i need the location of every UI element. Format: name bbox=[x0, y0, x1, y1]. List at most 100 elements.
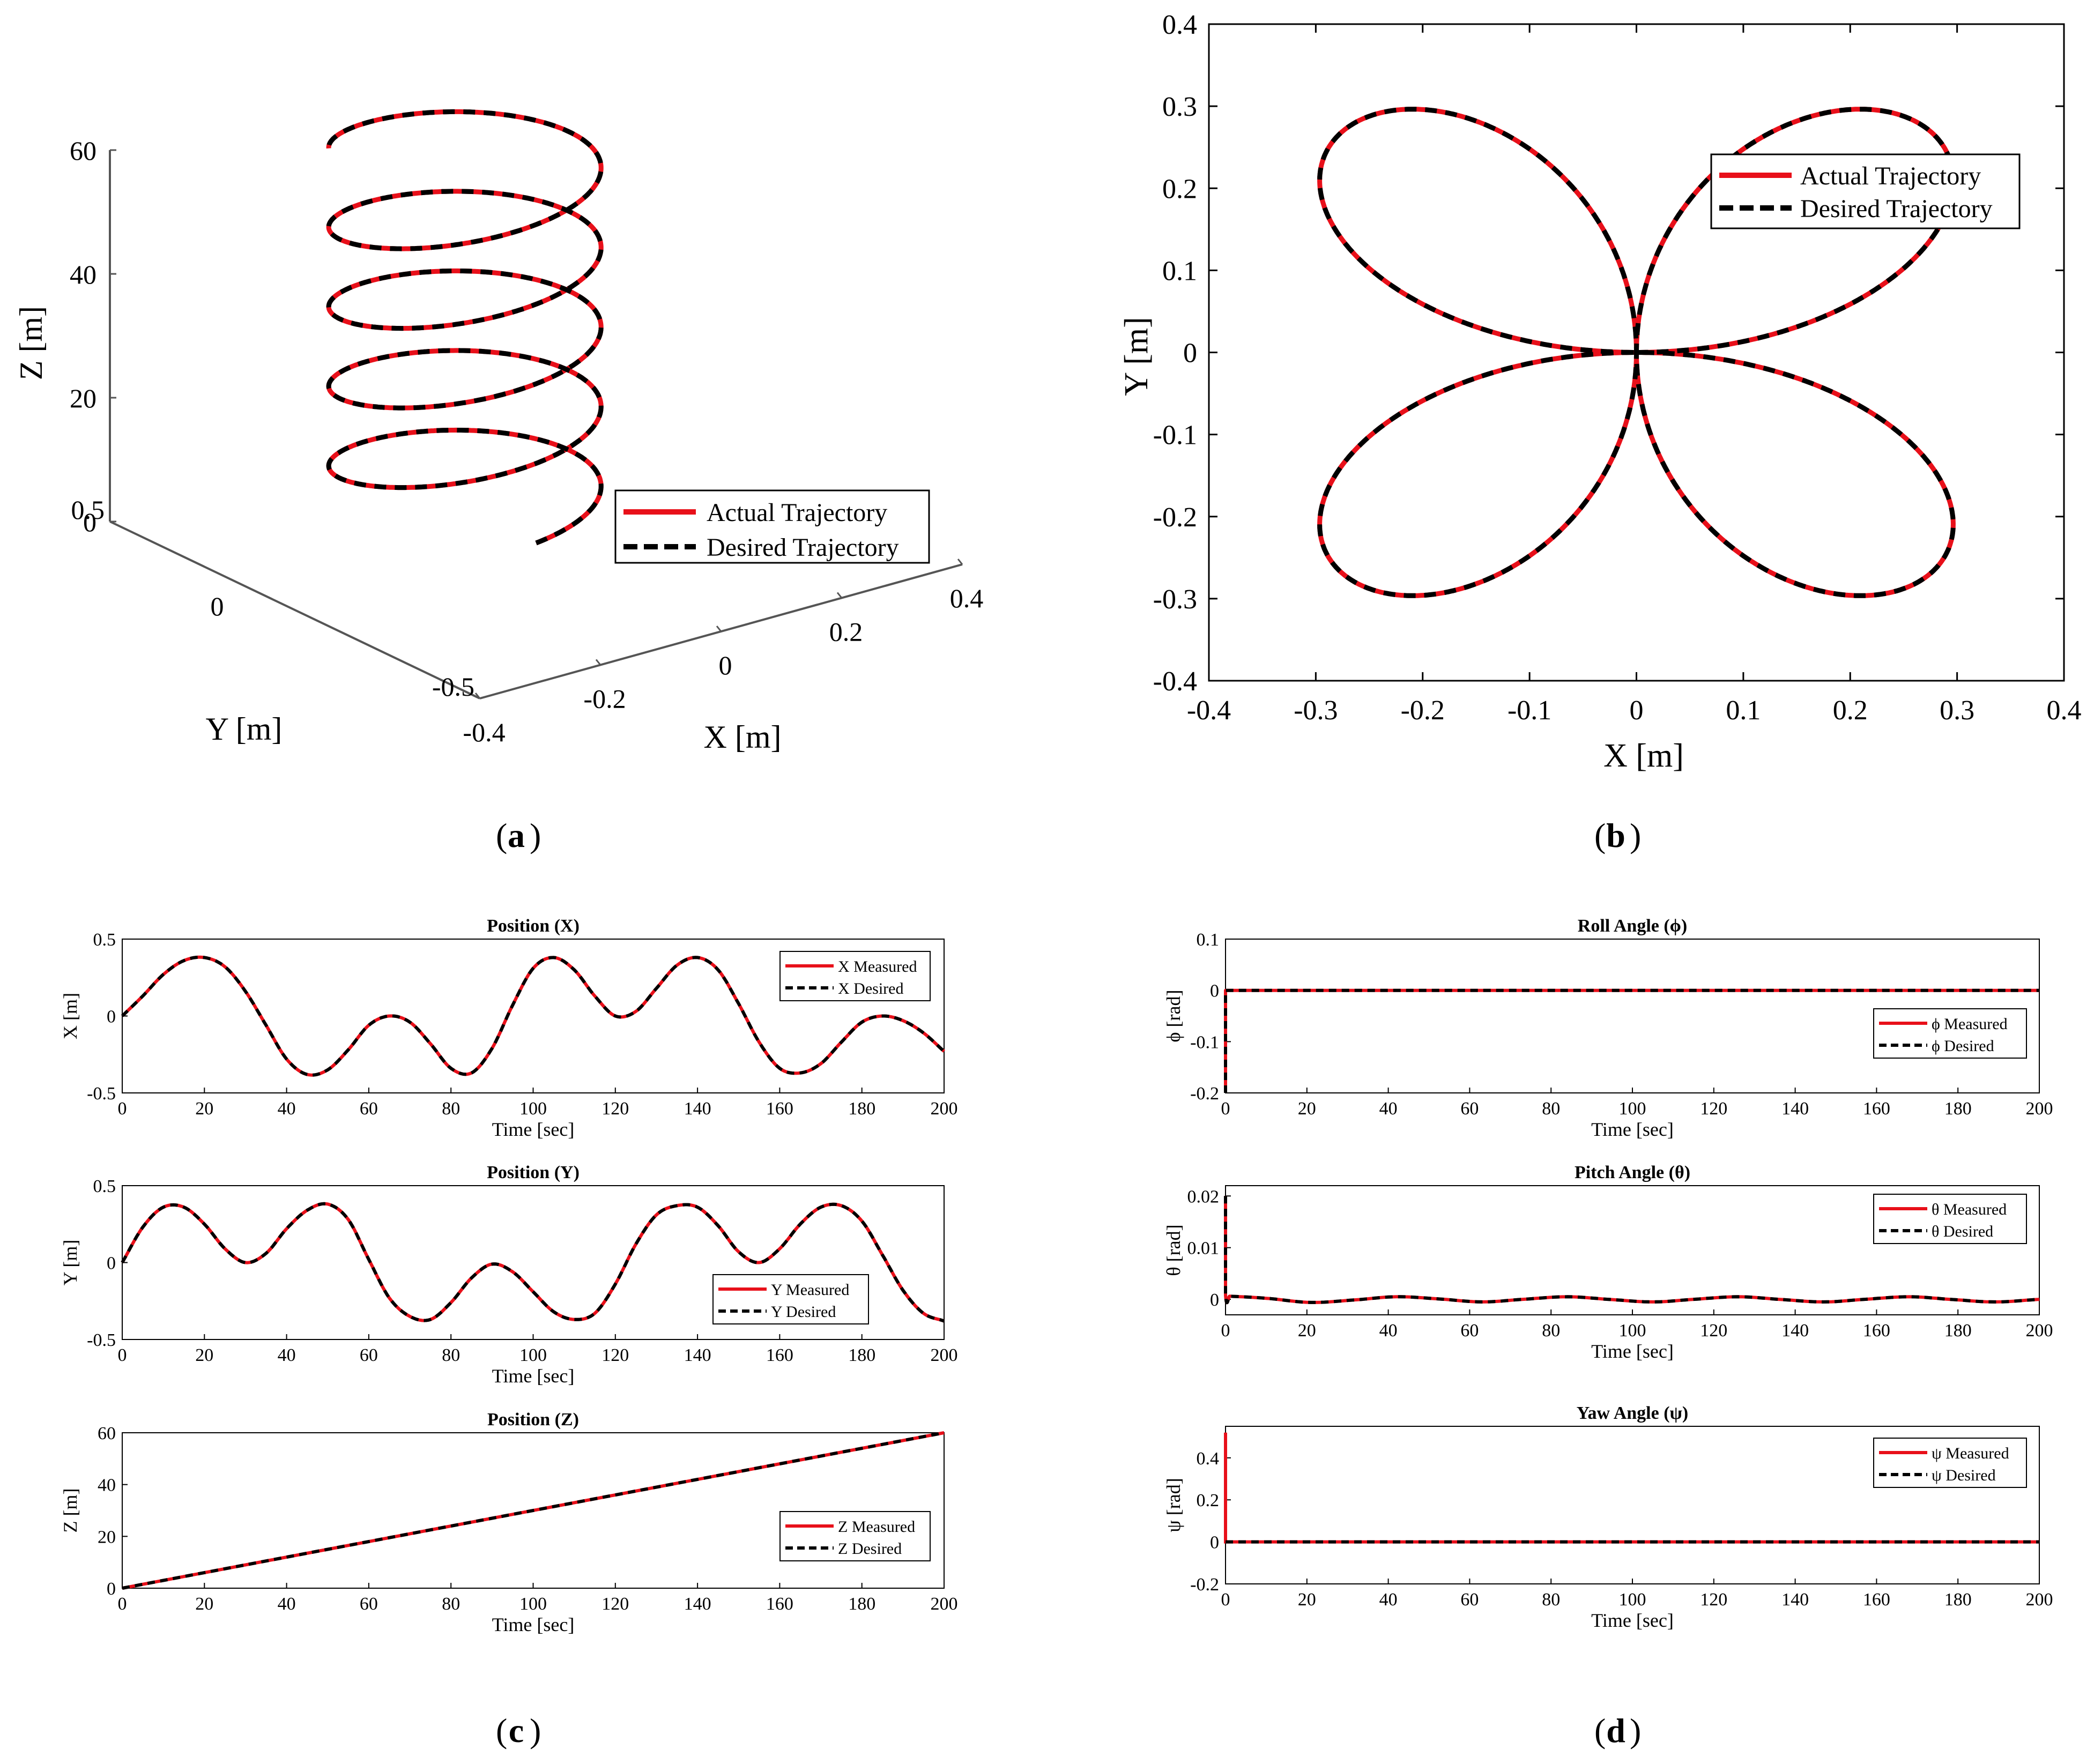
subplot-c1: Position (X) 0 20 40 60 80 100 120 140 160 180 200 0… bbox=[60, 916, 958, 1140]
legend-label-desired: X Desired bbox=[838, 980, 903, 998]
x-tick-label: 200 bbox=[2026, 1321, 2053, 1341]
y-tick-label: 0.5 bbox=[93, 1177, 116, 1196]
x-axis-label: Time [sec] bbox=[1591, 1119, 1674, 1140]
x-tick-label: 0 bbox=[118, 1594, 127, 1614]
y-tick-label: 0 bbox=[1210, 1290, 1219, 1310]
series-desired-line bbox=[121, 955, 946, 1077]
y-tick-label: 0.1 bbox=[1197, 930, 1220, 950]
series-actual-line bbox=[326, 109, 604, 546]
x-tick-label: 160 bbox=[1863, 1590, 1890, 1610]
panel-label-d-paren-right: ) bbox=[1630, 1711, 1641, 1750]
y-tick-label: 0 bbox=[1210, 1533, 1219, 1553]
x-tick-label: 120 bbox=[602, 1345, 629, 1365]
panel-label-c-paren-left: ( bbox=[496, 1711, 507, 1750]
x-tick-label: 120 bbox=[1700, 1321, 1727, 1341]
x-axis-label: Time [sec] bbox=[492, 1365, 575, 1387]
x-tick-label: 20 bbox=[1298, 1321, 1316, 1341]
subplot-title: Roll Angle (ϕ) bbox=[1578, 916, 1687, 936]
y-tick-label: 0 bbox=[107, 1579, 116, 1599]
trajectory-curves bbox=[1317, 107, 1956, 598]
x-tick-label: 200 bbox=[931, 1594, 958, 1614]
legend-box bbox=[1873, 1438, 2027, 1488]
x-tick-label: 40 bbox=[278, 1345, 296, 1365]
x-tick-label: -0.4 bbox=[1187, 695, 1231, 726]
x-tick-label: 140 bbox=[684, 1345, 711, 1365]
x-ticks: -0.4 -0.2 0 0.2 0.4 bbox=[463, 559, 983, 747]
x-tick-label: 120 bbox=[1700, 1590, 1727, 1610]
legend-box bbox=[1873, 1008, 2027, 1059]
x-tick-label: 160 bbox=[766, 1345, 793, 1365]
series-desired-line bbox=[122, 1431, 945, 1590]
z-ticks: 60 40 20 0 bbox=[70, 136, 116, 537]
x-tick-label: 0 bbox=[719, 650, 732, 680]
y-ticks: 0.50 -0.5 bbox=[71, 495, 475, 702]
x-tick-label: 120 bbox=[602, 1594, 629, 1614]
panel-label-b: b bbox=[1606, 816, 1625, 854]
x-tick-label: 120 bbox=[602, 1099, 629, 1119]
z-tick-label: 0 bbox=[83, 507, 96, 537]
x-tick-label: 60 bbox=[1460, 1099, 1479, 1119]
legend-box bbox=[1710, 153, 2021, 229]
subplot-d1: Roll Angle (ϕ) 0 20 40 60 80 100 120 140 160 180 20… bbox=[1163, 916, 2053, 1140]
legend-label-measured: Z Measured bbox=[838, 1518, 915, 1536]
legend-box bbox=[779, 1511, 931, 1561]
legend-label-actual: Actual Trajectory bbox=[1800, 162, 1981, 190]
x-tick-label: 100 bbox=[519, 1594, 547, 1614]
series-desired-line bbox=[1224, 1196, 2040, 1305]
legend: Z Measured Z Desired bbox=[779, 1511, 931, 1561]
legend-label-desired: Desired Trajectory bbox=[707, 533, 899, 562]
legend-box bbox=[1873, 1194, 2027, 1244]
legend: X Measured X Desired bbox=[779, 951, 931, 1001]
y-tick-label: -0.2 bbox=[1190, 1575, 1219, 1595]
z-tick-label: 40 bbox=[70, 259, 96, 289]
x-tick-label: 120 bbox=[1700, 1099, 1727, 1119]
y-axis-label: θ [rad] bbox=[1163, 1224, 1184, 1276]
panel-label-d: d bbox=[1606, 1711, 1625, 1750]
x-tick-label: 60 bbox=[1460, 1321, 1479, 1341]
y-tick-label: 0.5 bbox=[93, 930, 116, 950]
x-axis-label: X [m] bbox=[704, 719, 782, 755]
x-tick-label: 0 bbox=[1221, 1099, 1230, 1119]
x-tick-label: 60 bbox=[360, 1099, 378, 1119]
subplot-title: Pitch Angle (θ) bbox=[1575, 1163, 1690, 1182]
x-tick-label: 200 bbox=[2026, 1099, 2053, 1119]
y-tick-label: 0 bbox=[1183, 338, 1197, 369]
x-tick-label: 160 bbox=[766, 1594, 793, 1614]
y-tick-label: 0.1 bbox=[1162, 256, 1197, 286]
y-tick-label: 0.5 bbox=[71, 495, 105, 525]
time-series-subplots: Position (X)0 20 40 60 80 100 120 140 160 180 2000… bbox=[60, 916, 2053, 1635]
subplot-c2: Position (Y) 0 20 40 60 80 100 120 140 160 180 200 0… bbox=[60, 1163, 958, 1387]
x-tick-mark bbox=[474, 693, 481, 699]
y-tick-label: 20 bbox=[98, 1527, 116, 1547]
x-tick-label: 180 bbox=[1944, 1099, 1972, 1119]
panel-b-xy-trajectory: -0.4 -0.3 -0.2 -0.1 0 0.1 0.2 0.3 0.4 0.40.30.20… bbox=[1118, 10, 2082, 774]
x-tick-label: 40 bbox=[278, 1594, 296, 1614]
x-tick-label: 100 bbox=[1619, 1590, 1646, 1610]
y-tick-label: -0.5 bbox=[432, 672, 474, 702]
x-tick-label: 0.3 bbox=[1940, 695, 1974, 726]
x-tick-label: 80 bbox=[1542, 1099, 1560, 1119]
x-tick-label: 0.2 bbox=[1833, 695, 1868, 726]
x-tick-label: 100 bbox=[1619, 1321, 1646, 1341]
subplot-c3: Position (Z)0 20 40 60 80 100 120 140 160 180 2006… bbox=[60, 1410, 958, 1635]
x-tick-label: 160 bbox=[1863, 1321, 1890, 1341]
series-desired-line bbox=[121, 1202, 945, 1323]
x-tick-label: 80 bbox=[442, 1594, 460, 1614]
legend-label-desired: θ Desired bbox=[1932, 1223, 1993, 1240]
y-axis-label: Y [m] bbox=[1118, 317, 1155, 396]
x-tick-label: 20 bbox=[195, 1099, 213, 1119]
panel-label-b-paren-right: ) bbox=[1630, 816, 1641, 854]
y-tick-label: 0.3 bbox=[1162, 92, 1197, 122]
x-tick-label: 100 bbox=[1619, 1099, 1646, 1119]
x-tick-label: 180 bbox=[1944, 1321, 1972, 1341]
x-tick-label: 0 bbox=[1221, 1321, 1230, 1341]
series-desired-line bbox=[1224, 988, 2039, 1093]
subplot-d3: Yaw Angle (ψ) 0 20 40 60 80 100 120 140 160 180 200… bbox=[1163, 1403, 2053, 1631]
x-tick-label: 80 bbox=[1542, 1321, 1560, 1341]
legend-label-measured: Y Measured bbox=[771, 1281, 849, 1299]
x-tick-label: -0.1 bbox=[1508, 695, 1551, 726]
y-tick-label: 0.2 bbox=[1197, 1491, 1220, 1510]
subplot-title: Position (Y) bbox=[487, 1163, 580, 1182]
legend-label-measured: X Measured bbox=[838, 958, 917, 976]
panel-label-c-paren-right: ) bbox=[530, 1711, 541, 1750]
